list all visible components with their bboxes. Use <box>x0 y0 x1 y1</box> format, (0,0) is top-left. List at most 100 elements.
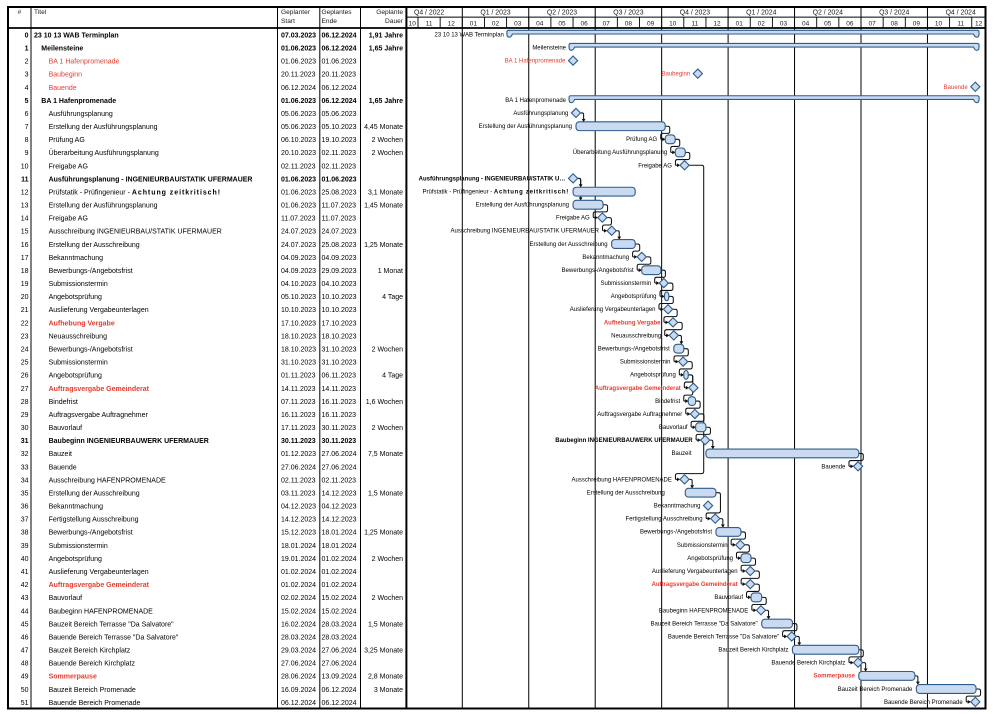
svg-text:Angebotsprüfung: Angebotsprüfung <box>687 556 733 562</box>
svg-text:1 Monat: 1 Monat <box>378 268 403 275</box>
svg-text:04: 04 <box>802 20 810 27</box>
svg-text:04.10.2023: 04.10.2023 <box>322 281 357 288</box>
svg-text:Bauende: Bauende <box>944 85 969 91</box>
svg-text:Ausführungsplanung: Ausführungsplanung <box>513 111 568 117</box>
svg-text:BA 1 Hafenpromenade: BA 1 Hafenpromenade <box>505 59 566 65</box>
svg-text:Angebotsprüfung: Angebotsprüfung <box>49 373 102 380</box>
svg-text:Q3 / 2023: Q3 / 2023 <box>613 9 643 16</box>
svg-text:Erstellung der Ausführungsplan: Erstellung der Ausführungsplanung <box>479 124 572 130</box>
svg-text:16.02.2024: 16.02.2024 <box>281 621 316 628</box>
svg-text:5: 5 <box>25 98 29 105</box>
svg-text:0: 0 <box>25 32 29 39</box>
svg-text:Bauzeit Bereich Kirchplatz: Bauzeit Bereich Kirchplatz <box>718 648 788 654</box>
svg-text:Meilensteine: Meilensteine <box>532 46 566 52</box>
svg-text:06.11.2023: 06.11.2023 <box>322 373 357 380</box>
svg-text:Titel: Titel <box>34 9 47 16</box>
svg-text:Angebotsprüfung: Angebotsprüfung <box>611 294 657 300</box>
svg-text:05: 05 <box>558 20 566 27</box>
svg-text:05.06.2023: 05.06.2023 <box>322 111 357 118</box>
svg-text:48: 48 <box>21 661 29 668</box>
svg-text:01: 01 <box>736 20 744 27</box>
svg-text:Prüfstatik - Prüfingenieur - A: Prüfstatik - Prüfingenieur - Achtung zei… <box>423 190 569 196</box>
svg-text:15: 15 <box>21 229 29 236</box>
svg-text:32: 32 <box>21 451 29 458</box>
svg-text:3,25 Monate: 3,25 Monate <box>364 648 403 655</box>
svg-text:Neuausschreibung: Neuausschreibung <box>49 333 107 340</box>
svg-text:46: 46 <box>21 634 29 641</box>
svg-text:08: 08 <box>891 20 899 27</box>
svg-text:01.02.2024: 01.02.2024 <box>281 569 316 576</box>
svg-text:Überarbeitung Ausführungsplanu: Überarbeitung Ausführungsplanung <box>49 149 159 157</box>
svg-text:Bauende: Bauende <box>821 464 846 470</box>
svg-text:01.06.2023: 01.06.2023 <box>281 59 316 66</box>
svg-text:06.12.2024: 06.12.2024 <box>322 32 357 39</box>
svg-text:30.11.2023: 30.11.2023 <box>281 438 316 445</box>
svg-text:1,25 Monate: 1,25 Monate <box>364 530 403 537</box>
svg-text:27.06.2024: 27.06.2024 <box>322 648 357 655</box>
svg-text:07.11.2023: 07.11.2023 <box>281 399 316 406</box>
svg-text:11: 11 <box>692 20 699 27</box>
svg-text:Baubeginn INGENIEURBAUWERK UFE: Baubeginn INGENIEURBAUWERK UFERMAUER <box>555 438 693 444</box>
svg-text:4: 4 <box>25 85 29 92</box>
svg-text:Prüfstatik - Prüfingenieur - A: Prüfstatik - Prüfingenieur - Achtung zei… <box>49 190 221 197</box>
svg-text:02.11.2023: 02.11.2023 <box>281 163 316 170</box>
svg-text:Aufhebung Vergabe: Aufhebung Vergabe <box>604 320 661 326</box>
svg-text:24.07.2023: 24.07.2023 <box>281 242 316 249</box>
svg-text:29: 29 <box>21 412 29 419</box>
svg-text:Ausschreibung HAFENPROMENADE: Ausschreibung HAFENPROMENADE <box>572 477 672 483</box>
svg-text:27.06.2024: 27.06.2024 <box>281 464 316 471</box>
svg-text:21: 21 <box>21 307 29 314</box>
svg-text:Baubeginn HAFENPROMENADE: Baubeginn HAFENPROMENADE <box>49 608 154 615</box>
svg-text:Bewerbungs-/Angebotsfrist: Bewerbungs-/Angebotsfrist <box>49 530 133 537</box>
svg-text:36: 36 <box>21 504 29 511</box>
svg-text:2 Wochen: 2 Wochen <box>372 595 403 602</box>
svg-text:14.12.2023: 14.12.2023 <box>281 517 316 524</box>
svg-text:09: 09 <box>913 20 921 27</box>
svg-text:25.08.2023: 25.08.2023 <box>322 242 357 249</box>
svg-text:4 Tage: 4 Tage <box>382 373 403 380</box>
svg-text:42: 42 <box>21 582 29 589</box>
svg-text:Bauende Bereich Terrasse "Da S: Bauende Bereich Terrasse "Da Salvatore" <box>49 634 179 641</box>
svg-text:27.06.2024: 27.06.2024 <box>281 661 316 668</box>
svg-text:23 10 13 WAB Terminplan: 23 10 13 WAB Terminplan <box>34 32 119 39</box>
svg-text:Bewerbungs-/Angebotsfrist: Bewerbungs-/Angebotsfrist <box>49 347 133 354</box>
svg-text:Freigabe AG: Freigabe AG <box>49 216 88 223</box>
svg-text:Submissionstermin: Submissionstermin <box>620 360 671 366</box>
svg-text:18.01.2024: 18.01.2024 <box>322 543 357 550</box>
svg-text:12: 12 <box>713 20 721 27</box>
svg-text:27: 27 <box>21 386 29 393</box>
svg-text:Erstellung der Ausschreibung: Erstellung der Ausschreibung <box>49 242 140 249</box>
svg-text:Neuausschreibung: Neuausschreibung <box>611 333 661 339</box>
svg-text:1,5 Monate: 1,5 Monate <box>368 491 403 498</box>
svg-text:Auftragsvergabe Auftragnehmer: Auftragsvergabe Auftragnehmer <box>49 412 149 419</box>
svg-text:Bewerbungs-/Angebotsfrist: Bewerbungs-/Angebotsfrist <box>562 268 634 274</box>
svg-text:23: 23 <box>21 333 29 340</box>
svg-text:43: 43 <box>21 595 29 602</box>
svg-text:Angebotsprüfung: Angebotsprüfung <box>630 373 676 379</box>
svg-text:10: 10 <box>409 20 417 27</box>
svg-text:13.09.2024: 13.09.2024 <box>322 674 357 681</box>
svg-text:Auftragsvergabe Gemeinderat: Auftragsvergabe Gemeinderat <box>49 386 150 393</box>
svg-text:05.10.2023: 05.10.2023 <box>281 294 316 301</box>
svg-text:04.12.2023: 04.12.2023 <box>322 504 357 511</box>
svg-text:Auslieferung Vergabeunterlagen: Auslieferung Vergabeunterlagen <box>49 307 149 314</box>
svg-text:18.10.2023: 18.10.2023 <box>322 333 357 340</box>
svg-text:1,65 Jahre: 1,65 Jahre <box>369 98 403 105</box>
svg-text:3 Monate: 3 Monate <box>374 687 403 694</box>
svg-text:02.11.2023: 02.11.2023 <box>281 477 316 484</box>
svg-text:03: 03 <box>514 20 522 27</box>
svg-text:01.06.2023: 01.06.2023 <box>281 203 316 210</box>
svg-text:1: 1 <box>25 46 29 53</box>
svg-text:Bauzeit Bereich Terrasse "Da S: Bauzeit Bereich Terrasse "Da Salvatore" <box>49 621 175 628</box>
svg-text:Ausschreibung HAFENPROMENADE: Ausschreibung HAFENPROMENADE <box>49 477 166 484</box>
svg-text:Bindefrist: Bindefrist <box>49 399 78 406</box>
svg-text:05.06.2023: 05.06.2023 <box>281 124 316 131</box>
svg-text:07.03.2023: 07.03.2023 <box>281 32 316 39</box>
svg-text:1,25 Monate: 1,25 Monate <box>364 242 403 249</box>
svg-text:Bewerbungs-/Angebotsfrist: Bewerbungs-/Angebotsfrist <box>640 530 712 536</box>
svg-text:38: 38 <box>21 530 29 537</box>
svg-text:25: 25 <box>21 360 29 367</box>
svg-text:Bauende Bereich Kirchplatz: Bauende Bereich Kirchplatz <box>49 661 136 668</box>
svg-text:Bauzeit Bereich Terrasse "Da S: Bauzeit Bereich Terrasse "Da Salvatore" <box>650 621 757 627</box>
svg-text:Erstellung der Ausschreibung: Erstellung der Ausschreibung <box>49 491 140 498</box>
